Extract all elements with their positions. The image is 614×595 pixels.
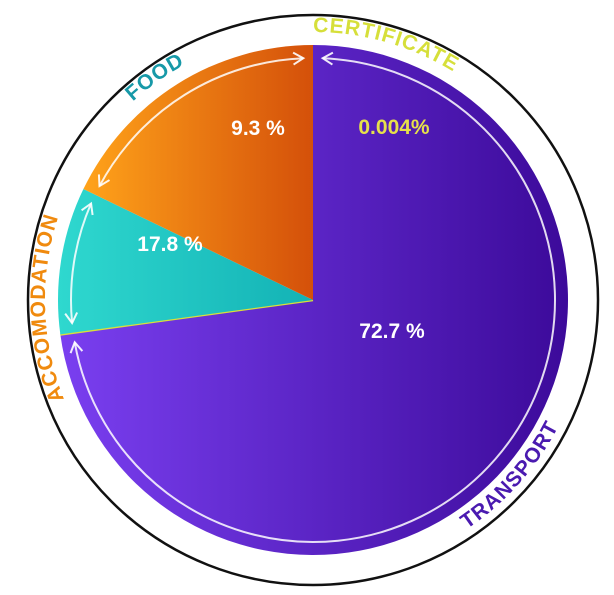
arrowhead-accomodation-end: [292, 51, 306, 66]
arrowhead-food-start: [64, 312, 79, 325]
arrowhead-transport-end: [69, 340, 84, 354]
slices-layer: [58, 45, 569, 555]
arc-arrow-accomodation: [98, 57, 304, 187]
pie-slice-transport: [60, 45, 569, 555]
arrows-layer: [64, 51, 556, 543]
arc-arrow-transport: [73, 57, 556, 543]
data-label-food: 9.3 %: [231, 117, 285, 140]
pie-slice-accomodation: [83, 45, 313, 300]
data-label-certificate: 0.004%: [358, 116, 430, 139]
arc-arrow-food: [70, 203, 92, 324]
arrowhead-transport-start: [320, 51, 334, 66]
pie-slice-food: [58, 189, 313, 335]
data-label-transport: 72.7 %: [359, 320, 425, 343]
labels-layer: 72.7 % 0.004% 9.3 % 17.8 %: [137, 116, 430, 343]
pie-slice-line-certificate: [60, 298, 314, 336]
arrowhead-food-end: [81, 201, 94, 216]
arrowhead-accomodation-start: [97, 174, 111, 188]
data-label-accomodation: 17.8 %: [137, 233, 203, 256]
